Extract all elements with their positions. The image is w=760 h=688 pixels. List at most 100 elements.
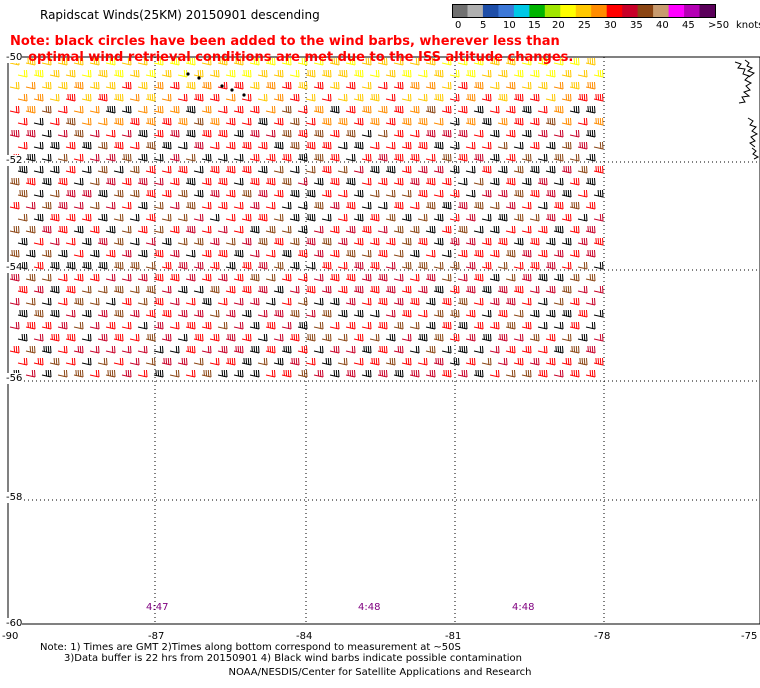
wind-barb xyxy=(297,129,308,138)
wind-barb xyxy=(201,273,212,282)
wind-barb-flag xyxy=(482,345,484,354)
wind-barb-flag xyxy=(39,189,42,197)
wind-barb xyxy=(265,321,276,330)
wind-barb xyxy=(529,261,540,270)
wind-barb-flag xyxy=(533,69,536,77)
wind-barb-flag xyxy=(418,81,420,90)
wind-barb xyxy=(425,273,436,282)
wind-barb-flag xyxy=(34,321,36,330)
wind-barb-flag xyxy=(509,105,512,113)
wind-barb xyxy=(313,369,324,378)
wind-barb xyxy=(385,333,396,342)
wind-barb-staff xyxy=(129,242,140,246)
wind-barb-flag xyxy=(141,249,144,257)
wind-barb-flag xyxy=(167,357,170,365)
wind-barb-flag xyxy=(18,81,20,90)
wind-barb-flag xyxy=(90,213,92,222)
wind-barb-flag xyxy=(538,309,540,318)
wind-barb-flag xyxy=(458,237,460,246)
wind-barb-flag xyxy=(29,153,32,161)
wind-barb xyxy=(153,129,164,138)
wind-barb-flag xyxy=(263,117,266,125)
wind-barb xyxy=(585,273,596,282)
wind-barb-flag xyxy=(58,165,60,174)
wind-barb-flag xyxy=(543,321,546,329)
wind-barb-staff xyxy=(89,206,100,210)
wind-barb-flag xyxy=(325,357,328,365)
wind-barb-flag xyxy=(490,165,492,174)
wind-barb-flag xyxy=(67,189,69,196)
wind-barb xyxy=(209,357,220,366)
wind-barb-flag xyxy=(459,297,461,304)
wind-barb-flag xyxy=(245,333,248,341)
wind-barb xyxy=(153,201,164,210)
wind-barb-flag xyxy=(439,141,442,149)
wind-barb-flag xyxy=(130,129,132,138)
wind-barb-flag xyxy=(114,201,116,210)
wind-barb-staff xyxy=(89,134,100,138)
wind-barb xyxy=(321,333,332,342)
wind-barb-flag xyxy=(437,165,440,173)
wind-barb-flag xyxy=(557,225,560,233)
wind-barb-flag xyxy=(362,333,364,342)
wind-barb xyxy=(585,321,596,330)
wind-barb xyxy=(233,177,244,186)
wind-barb-flag xyxy=(463,369,466,377)
wind-barb-flag xyxy=(429,201,432,209)
wind-barb-flag xyxy=(98,81,100,90)
wind-barb-flag xyxy=(157,57,160,65)
wind-barb xyxy=(25,81,36,90)
wind-barb-flag xyxy=(498,321,500,330)
wind-barb-flag xyxy=(514,297,516,306)
wind-barb xyxy=(465,309,476,318)
wind-barb-flag xyxy=(122,117,124,126)
wind-barb xyxy=(41,129,52,138)
wind-barb xyxy=(337,189,348,198)
wind-barb-staff xyxy=(233,158,244,162)
wind-barb-flag xyxy=(567,117,570,125)
wind-barb-flag xyxy=(395,369,397,376)
wind-barb-flag xyxy=(461,225,464,233)
wind-barb-flag xyxy=(31,153,34,161)
wind-barb-flag xyxy=(242,153,244,162)
wind-barb-flag xyxy=(271,57,274,65)
wind-barb-flag xyxy=(143,105,146,113)
wind-barb-flag xyxy=(349,369,352,377)
wind-barb xyxy=(553,321,564,330)
wind-barb-flag xyxy=(69,189,72,197)
wind-barb xyxy=(241,261,252,270)
wind-barb-flag xyxy=(274,273,276,282)
wind-barb xyxy=(209,213,220,222)
wind-barb-flag xyxy=(258,153,260,162)
wind-barb-flag xyxy=(383,153,386,161)
wind-barb-flag xyxy=(325,117,328,125)
wind-barb-flag xyxy=(314,213,316,222)
wind-barb-flag xyxy=(122,357,124,366)
wind-barb-flag xyxy=(490,69,492,78)
wind-barb xyxy=(545,141,556,150)
wind-barb-flag xyxy=(426,117,428,126)
wind-barb-flag xyxy=(469,309,472,317)
wind-barb-flag xyxy=(311,309,314,317)
wind-barb-flag xyxy=(367,225,370,233)
wind-barb xyxy=(169,345,180,354)
wind-barb-flag xyxy=(167,165,170,173)
wind-barb-flag xyxy=(418,369,420,378)
wind-barb-flag xyxy=(143,345,146,353)
wind-barb-flag xyxy=(79,81,82,89)
wind-barb-flag xyxy=(327,165,330,173)
wind-barb-flag xyxy=(319,129,322,137)
wind-barb-flag xyxy=(565,309,568,317)
wind-barb-flag xyxy=(370,249,372,258)
wind-barb-flag xyxy=(475,81,477,88)
wind-barb-flag xyxy=(357,141,360,149)
wind-barb xyxy=(489,177,500,186)
wind-barb-flag xyxy=(135,333,138,341)
wind-barb-staff xyxy=(337,194,348,198)
wind-barb-flag xyxy=(277,261,280,269)
wind-barb-flag xyxy=(511,345,514,353)
wind-barb-flag xyxy=(506,189,508,198)
wind-barb-staff xyxy=(137,374,148,378)
wind-barb-flag xyxy=(378,69,380,78)
wind-barb-flag xyxy=(431,345,434,353)
